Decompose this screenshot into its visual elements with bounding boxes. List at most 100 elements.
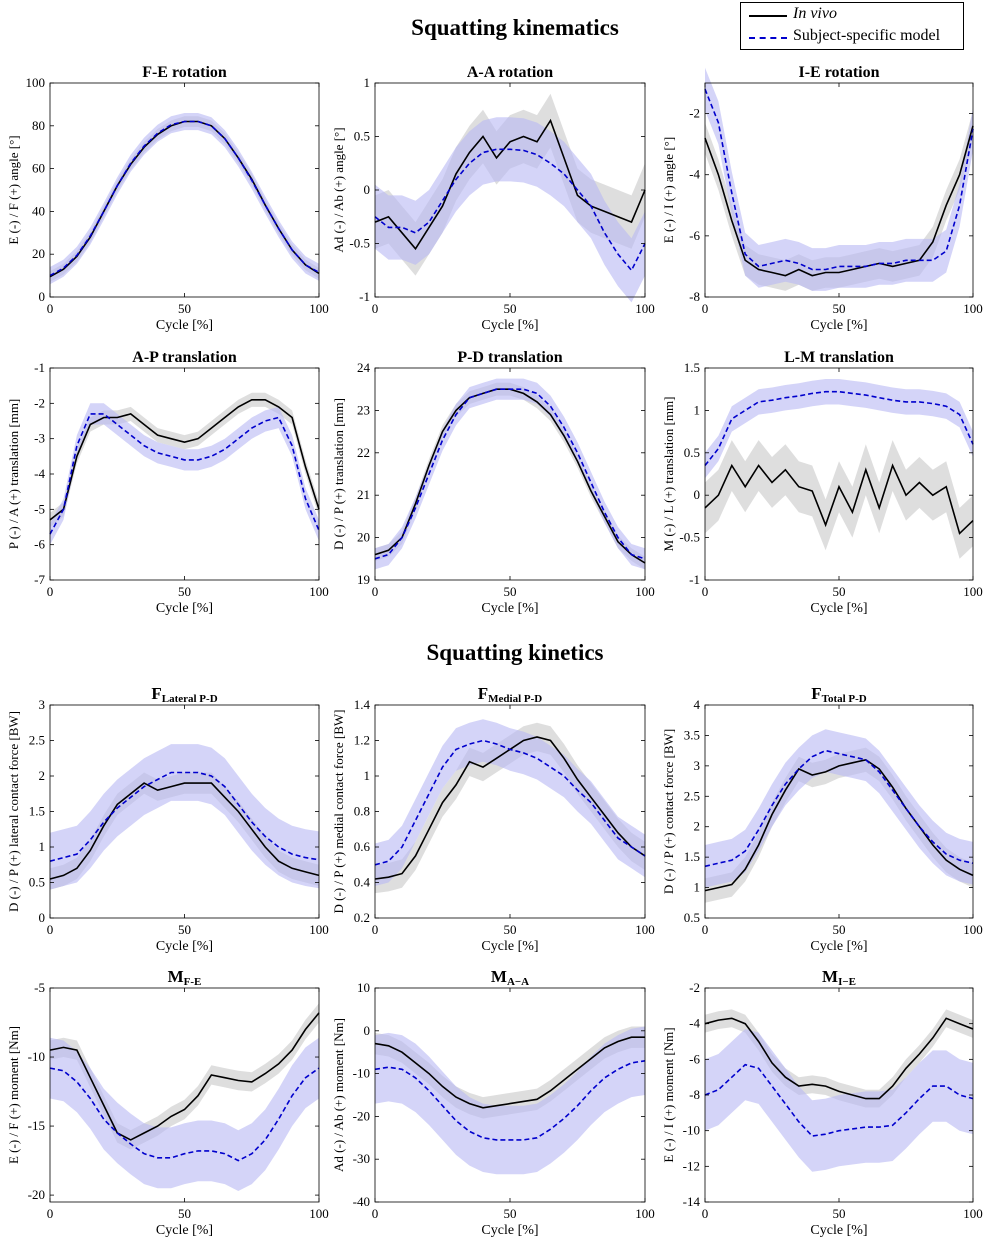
legend: In vivo Subject-specific model (740, 2, 964, 50)
y-tick-label: 20 (32, 246, 45, 261)
y-tick-label: -2 (689, 980, 700, 995)
legend-entry-invivo: In vivo (741, 4, 963, 26)
chart-f_lateral: 0 50 100 0 0.5 1 1.5 2 2.5 3 Cycle [%] D (-) / P (+… (6, 684, 329, 954)
x-tick-label: 50 (178, 1206, 191, 1221)
chart-pd_translation: 0 50 100 19 20 21 22 23 24 Cycle [%] D (-) / P (+)… (331, 349, 655, 616)
model-band (705, 379, 973, 479)
invivo-band (705, 440, 973, 559)
y-tick-label: 0.5 (684, 910, 700, 925)
y-tick-label: 21 (357, 487, 370, 502)
y-axis-label: E (-) / I (+) moment [Nm] (661, 1027, 676, 1162)
y-tick-label: 1 (694, 402, 701, 417)
y-axis-label: Ad (-) / Ab (+) moment [Nm] (331, 1018, 346, 1172)
y-tick-label: -1 (359, 289, 370, 304)
y-tick-label: 2 (39, 768, 46, 783)
y-axis-label: D (-) / P (+) translation [mm] (331, 398, 346, 550)
x-axis-label: Cycle [%] (156, 1223, 213, 1238)
y-tick-label: 0 (39, 910, 46, 925)
y-tick-label: 1 (39, 839, 46, 854)
chart-lm_translation: 0 50 100 -1 -0.5 0 0.5 1 1.5 Cycle [%] M (-) / L (… (661, 349, 983, 616)
y-tick-label: 19 (357, 572, 370, 587)
x-axis-label: Cycle [%] (810, 939, 867, 954)
y-tick-label: 1 (364, 768, 371, 783)
y-tick-label: -0.5 (679, 530, 700, 545)
invivo-line (704, 1017, 974, 1100)
y-tick-label: -5 (34, 980, 45, 995)
x-axis-label: Cycle [%] (481, 318, 538, 333)
y-tick-label: 0 (364, 182, 371, 197)
y-axis-label: E (-) / F (+) angle [°] (6, 135, 21, 244)
chart-aa_rotation: 0 50 100 -1 -0.5 0 0.5 1 Cycle [%] Ad (-) / Ab (+… (331, 64, 655, 333)
y-axis-label: D (-) / P (+) medial contact force [BW] (331, 710, 346, 914)
model-line (704, 88, 974, 271)
y-tick-label: -1 (34, 360, 45, 375)
legend-entry-model: Subject-specific model (741, 26, 963, 48)
model-line (374, 739, 646, 866)
x-tick-label: 100 (309, 922, 329, 937)
y-tick-label: 0.6 (354, 839, 371, 854)
chart-m_fe: 0 50 100 -20 -15 -10 -5 Cycle [%] E (-) / F (+) … (6, 967, 329, 1238)
chart-title: FLateral P-D (151, 684, 217, 705)
chart-fe_rotation: 0 50 100 0 20 40 60 80 100 Cycle [%] E (-) / F (+)… (6, 64, 329, 333)
chart-title-subscript: Medial P-D (488, 693, 542, 705)
x-tick-label: 0 (47, 301, 54, 316)
x-tick-label: 50 (504, 301, 517, 316)
model-band (705, 729, 973, 888)
y-tick-label: 20 (357, 530, 370, 545)
chart-title-main: F (811, 684, 821, 703)
y-axis-label: E (-) / F (+) moment [Nm] (6, 1026, 21, 1164)
legend-invivo-swatch (749, 15, 787, 17)
y-axis-label: P (-) / A (+) translation [mm] (6, 399, 21, 550)
x-tick-label: 0 (702, 584, 709, 599)
model-line (49, 413, 320, 535)
x-tick-label: 100 (635, 301, 655, 316)
x-tick-label: 100 (309, 1206, 329, 1221)
chart-title-main: M (168, 967, 184, 986)
legend-model-label: Subject-specific model (793, 27, 941, 44)
x-tick-label: 50 (504, 1206, 517, 1221)
y-tick-label: 2.5 (684, 788, 700, 803)
y-tick-label: -15 (28, 1118, 45, 1133)
model-line (704, 390, 974, 466)
model-band (375, 117, 645, 303)
chart-title-main: M (822, 967, 838, 986)
invivo-line (49, 782, 320, 880)
chart-title: F-E rotation (142, 64, 227, 81)
chart-m_ie: 0 50 100 -14 -12 -10 -8 -6 -4 -2 Cycle [%] E (-) / … (661, 967, 983, 1238)
x-tick-label: 0 (47, 1206, 54, 1221)
x-tick-label: 50 (833, 1206, 846, 1221)
y-axis-label: E (-) / I (+) angle [°] (661, 137, 676, 243)
chart-title: I-E rotation (798, 64, 879, 81)
y-tick-label: 1 (364, 75, 371, 90)
y-tick-label: -6 (34, 537, 45, 552)
chart-title: MI−E (822, 967, 856, 988)
y-axis-label: M (-) / L (+) translation [mm] (661, 397, 676, 552)
x-tick-label: 0 (372, 584, 379, 599)
chart-title: MA−A (491, 967, 529, 988)
y-tick-label: 40 (32, 203, 45, 218)
chart-ap_translation: 0 50 100 -7 -6 -5 -4 -3 -2 -1 Cycle [%] P (-) / A (… (6, 349, 329, 616)
y-tick-label: -2 (34, 395, 45, 410)
model-line (49, 120, 320, 277)
x-axis-label: Cycle [%] (481, 601, 538, 616)
y-tick-label: -4 (689, 1016, 700, 1031)
x-axis-label: Cycle [%] (156, 939, 213, 954)
model-line (704, 1063, 974, 1137)
model-band (705, 67, 973, 291)
x-tick-label: 50 (833, 922, 846, 937)
axes-box (49, 367, 320, 581)
x-tick-label: 100 (963, 1206, 983, 1221)
x-tick-label: 50 (178, 584, 191, 599)
y-tick-label: -5 (34, 501, 45, 516)
chart-m_aa: 0 50 100 -40 -30 -20 -10 0 10 Cycle [%] Ad (-) / A… (331, 967, 655, 1238)
y-tick-label: -8 (689, 289, 700, 304)
x-tick-label: 50 (504, 922, 517, 937)
y-tick-label: 0.5 (354, 129, 370, 144)
invivo-line (49, 398, 320, 521)
chart-ie_rotation: 0 50 100 -8 -6 -4 -2 Cycle [%] E (-) / I (+) ang… (661, 64, 983, 333)
model-line (374, 148, 646, 272)
y-tick-label: 22 (357, 445, 370, 460)
x-tick-label: 100 (963, 301, 983, 316)
y-tick-label: -8 (689, 1087, 700, 1102)
x-axis-label: Cycle [%] (481, 1223, 538, 1238)
